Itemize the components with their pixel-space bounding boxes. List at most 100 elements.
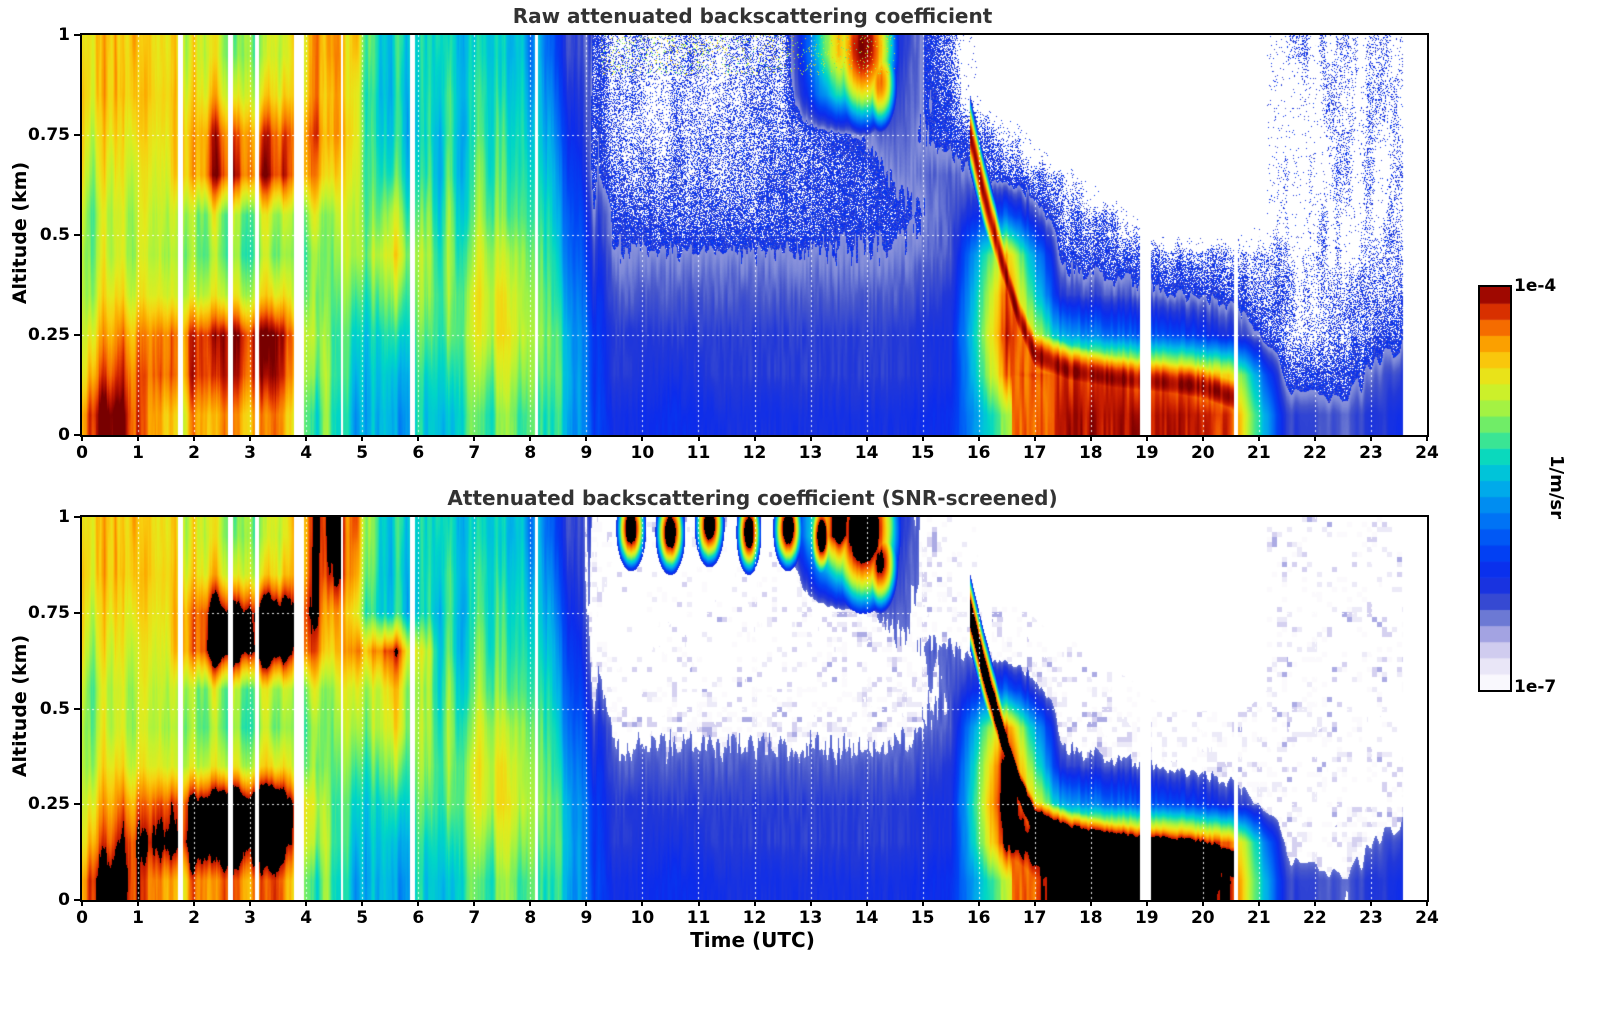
- y-tick-label: 0.25: [28, 794, 70, 815]
- x-tick: [697, 900, 700, 906]
- x-tick: [361, 900, 364, 906]
- y-tick: [74, 611, 80, 614]
- colorbar-min-label: 1e-7: [1514, 677, 1557, 697]
- x-tick-label: 14: [854, 908, 879, 928]
- x-tick-label: 15: [910, 443, 935, 463]
- x-tick-label: 1: [132, 908, 144, 928]
- x-tick: [753, 900, 756, 906]
- x-tick-label: 20: [1190, 908, 1215, 928]
- x-tick-label: 16: [966, 908, 991, 928]
- x-tick: [305, 900, 308, 906]
- x-tick: [1426, 435, 1428, 441]
- x-tick: [529, 900, 532, 906]
- y-tick: [74, 134, 80, 136]
- y-tick: [74, 34, 80, 36]
- x-tick-label: 13: [798, 908, 823, 928]
- x-tick-label: 12: [742, 443, 767, 463]
- x-tick: [865, 435, 868, 441]
- x-tick: [977, 435, 980, 441]
- screened-heatmap-canvas: [82, 517, 1427, 900]
- y-tick: [74, 234, 80, 236]
- x-tick-label: 18: [1078, 443, 1103, 463]
- colorbar-canvas: [1480, 287, 1510, 690]
- x-tick-label: 19: [1134, 908, 1159, 928]
- x-tick: [1145, 435, 1148, 441]
- y-tick-label: 1: [58, 25, 70, 45]
- x-tick: [137, 900, 139, 906]
- x-tick-label: 24: [1415, 443, 1439, 463]
- x-tick: [249, 435, 252, 441]
- x-tick-label: 2: [188, 443, 201, 463]
- x-tick: [1313, 435, 1316, 441]
- x-tick: [1201, 435, 1204, 441]
- y-tick-label: 0.75: [28, 602, 70, 623]
- x-tick-label: 24: [1415, 908, 1439, 928]
- x-tick: [81, 900, 83, 906]
- x-tick: [529, 435, 532, 441]
- x-tick-label: 0: [76, 443, 88, 463]
- x-tick-label: 14: [854, 443, 879, 463]
- x-tick: [1257, 435, 1260, 441]
- x-tick: [1370, 900, 1372, 906]
- x-tick-label: 21: [1247, 908, 1271, 928]
- x-tick-label: 21: [1247, 443, 1271, 463]
- x-tick: [249, 900, 252, 906]
- x-tick: [193, 435, 196, 441]
- x-tick: [305, 435, 308, 441]
- x-tick: [473, 435, 476, 441]
- x-tick: [1089, 435, 1092, 441]
- y-tick: [74, 707, 80, 710]
- y-tick: [74, 434, 80, 436]
- x-tick: [809, 435, 812, 441]
- colorbar: [1478, 285, 1512, 692]
- x-tick: [417, 900, 420, 906]
- x-tick-label: 15: [910, 908, 935, 928]
- x-tick-label: 9: [580, 443, 593, 463]
- x-tick-label: 4: [300, 908, 313, 928]
- x-tick-label: 3: [244, 443, 257, 463]
- x-tick: [1145, 900, 1148, 906]
- x-tick-label: 3: [244, 908, 257, 928]
- x-tick: [585, 900, 588, 906]
- x-tick: [193, 900, 196, 906]
- x-tick: [865, 900, 868, 906]
- x-tick-label: 10: [630, 443, 655, 463]
- x-tick-label: 11: [686, 443, 711, 463]
- colorbar-unit-label: 1/m/sr: [1546, 454, 1567, 520]
- x-tick: [585, 435, 588, 441]
- x-tick-label: 2: [188, 908, 201, 928]
- y-tick-label: 0.5: [39, 698, 70, 719]
- x-tick: [753, 435, 756, 441]
- y-tick: [74, 516, 80, 518]
- screened-backscatter-plot: 0 1 2 3 4 5 6 7 8 9 10 11 12 13 14 15 16 17 18 19 20 21 22 23 24…: [28, 507, 1439, 928]
- raw-heatmap-canvas: [82, 35, 1427, 435]
- y-tick-label: 0: [58, 890, 70, 910]
- x-tick-label: 1: [132, 443, 144, 463]
- x-tick-label: 20: [1190, 443, 1215, 463]
- x-tick: [809, 900, 812, 906]
- x-tick: [921, 435, 924, 441]
- x-tick-label: 17: [1022, 908, 1047, 928]
- x-tick-label: 8: [524, 443, 537, 463]
- x-tick: [1089, 900, 1092, 906]
- x-tick-label: 19: [1134, 443, 1159, 463]
- x-tick-label: 22: [1303, 443, 1327, 463]
- x-tick-label: 0: [76, 908, 88, 928]
- y-tick-label: 0.75: [28, 125, 70, 145]
- raw-backscatter-plot: 0 1 2 3 4 5 6 7 8 9 10 11 12 13 14 15 16 17 18 19 20 21 22 23 24…: [28, 25, 1439, 463]
- x-tick: [1426, 900, 1428, 906]
- y-tick: [74, 334, 80, 336]
- x-tick: [977, 900, 980, 906]
- x-tick-label: 10: [630, 908, 655, 928]
- x-tick-label: 22: [1303, 908, 1327, 928]
- y-tick: [74, 899, 80, 901]
- x-tick: [1370, 435, 1372, 441]
- colorbar-max-label: 1e-4: [1514, 276, 1557, 296]
- x-tick: [921, 900, 924, 906]
- x-tick-label: 5: [356, 908, 369, 928]
- x-tick-label: 23: [1359, 908, 1383, 928]
- x-tick-label: 4: [300, 443, 313, 463]
- x-tick-label: 7: [468, 908, 481, 928]
- x-tick: [137, 435, 139, 441]
- x-tick-label: 16: [966, 443, 991, 463]
